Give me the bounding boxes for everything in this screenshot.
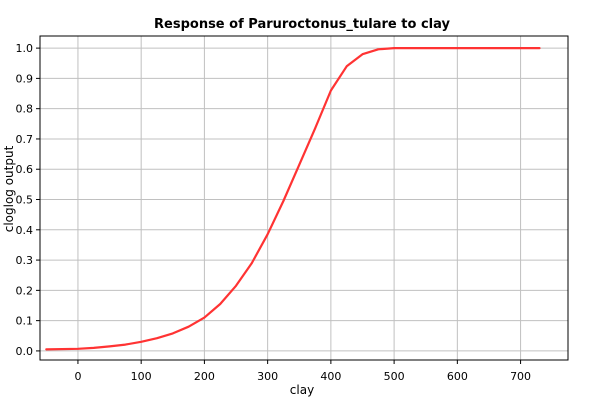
data-point [203, 316, 206, 319]
data-point [108, 345, 111, 348]
data-point [330, 89, 332, 92]
data-point [298, 163, 301, 166]
x-tick-label: 500 [384, 370, 405, 383]
y-tick-label: 0.0 [16, 345, 34, 358]
data-point [361, 53, 364, 55]
data-point [282, 200, 285, 202]
data-point [488, 47, 490, 49]
x-tick-label: 200 [194, 370, 215, 383]
y-tick-label: 0.1 [16, 315, 34, 328]
data-point [187, 325, 190, 328]
data-point [92, 347, 95, 349]
data-point [377, 48, 380, 51]
data-point [172, 332, 174, 335]
chart-title: Response of Paruroctonus_tulare to clay [154, 17, 450, 32]
x-tick-label: 300 [257, 370, 278, 383]
data-point [266, 233, 269, 236]
y-axis-label: cloglog output [2, 145, 16, 232]
x-axis-label: clay [290, 383, 314, 397]
data-point [140, 341, 142, 343]
data-point [424, 47, 427, 49]
data-point [519, 47, 522, 49]
y-tick-label: 1.0 [16, 42, 34, 55]
data-point [456, 47, 459, 49]
series-layer [45, 46, 541, 351]
y-tick-label: 0.9 [16, 72, 34, 85]
y-tick-label: 0.2 [16, 284, 34, 297]
data-point [538, 47, 541, 49]
plot-frame [39, 35, 569, 361]
data-point [124, 343, 127, 346]
x-tick-label: 400 [320, 370, 341, 383]
y-tick-label: 0.5 [16, 194, 34, 207]
data-point [251, 262, 253, 264]
y-tick-label: 0.8 [16, 103, 34, 116]
x-tick-label: 600 [447, 370, 468, 383]
data-point [345, 65, 348, 68]
data-point [235, 285, 237, 287]
y-tick-label: 0.4 [16, 224, 34, 237]
y-tick-label: 0.7 [16, 133, 34, 146]
x-tick-label: 700 [510, 370, 531, 383]
data-point [45, 348, 48, 351]
y-tick-label: 0.3 [16, 254, 34, 267]
data-point [393, 47, 395, 49]
data-point [219, 303, 221, 305]
data-point [314, 127, 316, 130]
data-point [156, 337, 158, 340]
axis-ticks: 0 100 200 300 400 500 600 700 0.0 0.1 0.2 0.3 0.4 0.5… [16, 42, 532, 383]
y-tick-label: 0.6 [16, 163, 34, 176]
data-point [77, 348, 79, 350]
x-tick-label: 0 [74, 370, 81, 383]
x-tick-label: 100 [131, 370, 152, 383]
